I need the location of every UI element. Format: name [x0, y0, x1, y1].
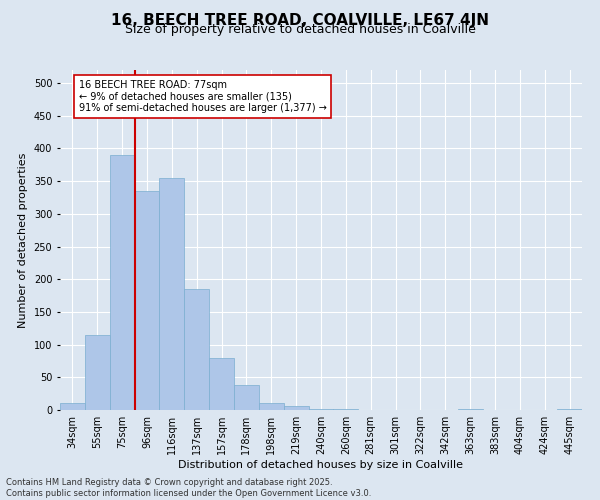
Bar: [134, 191, 160, 410]
Bar: [110, 155, 134, 410]
Text: Size of property relative to detached houses in Coalville: Size of property relative to detached ho…: [125, 24, 475, 36]
Bar: [284, 406, 308, 410]
Bar: [557, 408, 582, 410]
Text: 16, BEECH TREE ROAD, COALVILLE, LE67 4JN: 16, BEECH TREE ROAD, COALVILLE, LE67 4JN: [111, 12, 489, 28]
Bar: [85, 335, 110, 410]
Bar: [259, 404, 284, 410]
Bar: [234, 385, 259, 410]
Bar: [308, 408, 334, 410]
Bar: [184, 289, 209, 410]
Bar: [160, 178, 184, 410]
Text: 16 BEECH TREE ROAD: 77sqm
← 9% of detached houses are smaller (135)
91% of semi-: 16 BEECH TREE ROAD: 77sqm ← 9% of detach…: [79, 80, 326, 113]
X-axis label: Distribution of detached houses by size in Coalville: Distribution of detached houses by size …: [179, 460, 464, 470]
Bar: [60, 404, 85, 410]
Bar: [209, 358, 234, 410]
Y-axis label: Number of detached properties: Number of detached properties: [18, 152, 28, 328]
Text: Contains HM Land Registry data © Crown copyright and database right 2025.
Contai: Contains HM Land Registry data © Crown c…: [6, 478, 371, 498]
